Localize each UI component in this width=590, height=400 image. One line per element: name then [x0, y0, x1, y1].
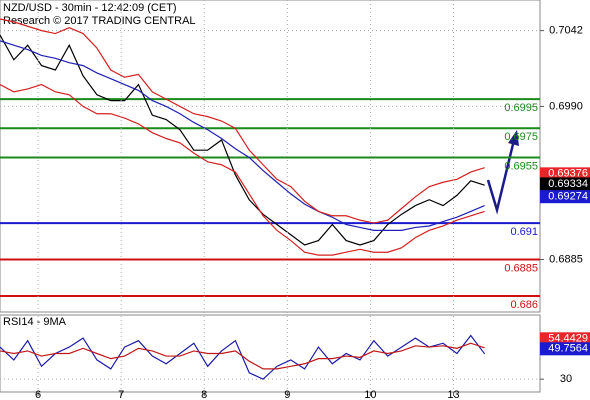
series-line	[0, 342, 485, 370]
x-tick-label: 6	[35, 389, 41, 400]
x-tick-label: 8	[201, 389, 207, 400]
level-label: 0.6975	[504, 131, 538, 143]
price-marker-label: 0.69376	[548, 168, 588, 180]
y-tick-label: 0.6885	[549, 253, 583, 265]
price-marker	[540, 332, 590, 346]
series-line	[0, 83, 485, 256]
level-label: 0.691	[510, 226, 538, 238]
rsi-title: RSI14 - 9MA	[3, 316, 67, 328]
series-line	[0, 34, 485, 246]
series-line	[0, 40, 485, 231]
forecast-arrow	[486, 130, 519, 215]
x-tick-label: 7	[118, 389, 124, 400]
price-marker-label: 49.7564	[548, 343, 588, 355]
price-marker	[540, 190, 590, 204]
chart-title: NZD/USD - 30min - 12:42:09 (CET)	[3, 2, 177, 14]
y-tick-label: 30	[560, 373, 572, 385]
series-line	[0, 334, 486, 380]
y-tick-label: 0.6990	[549, 100, 583, 112]
x-tick-label: 9	[284, 389, 290, 400]
level-label: 0.6995	[504, 102, 538, 114]
level-label: 0.6885	[504, 262, 538, 274]
price-marker	[540, 167, 590, 181]
price-marker-label: 0.69334	[548, 178, 588, 190]
x-tick-label: 13	[447, 389, 459, 400]
level-label: 0.6955	[504, 160, 538, 172]
main-panel	[0, 0, 541, 313]
x-tick-label: 10	[364, 389, 376, 400]
price-marker	[540, 342, 590, 356]
series-line	[0, 18, 485, 224]
price-marker	[540, 177, 590, 191]
level-label: 0.686	[510, 299, 538, 311]
y-tick-label: 0.7042	[549, 25, 583, 37]
price-marker-label: 54.4429	[548, 333, 588, 345]
rsi-panel	[0, 314, 541, 393]
chart-subtitle: Research © 2017 TRADING CENTRAL	[3, 15, 196, 27]
price-marker-label: 0.69274	[548, 191, 588, 203]
